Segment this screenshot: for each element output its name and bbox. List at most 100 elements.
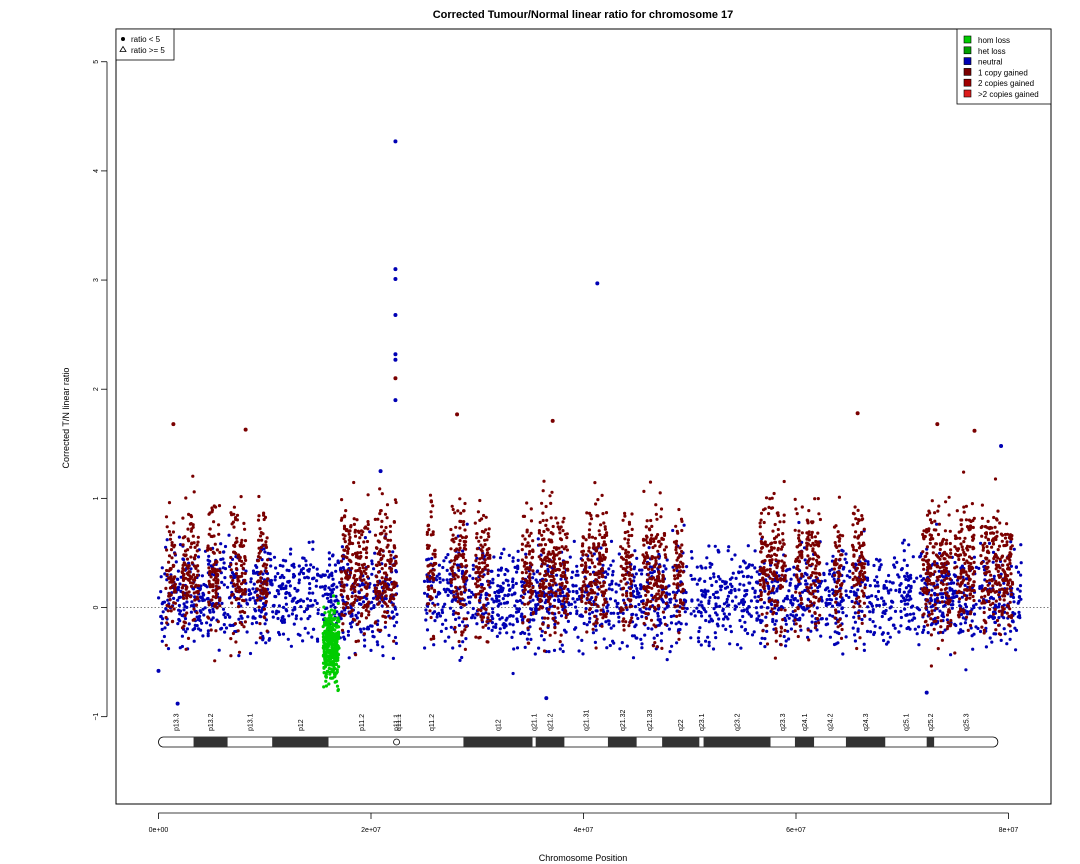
data-point (562, 547, 566, 551)
data-point (229, 555, 233, 560)
data-point (481, 615, 486, 619)
data-point (560, 545, 564, 549)
data-point (264, 566, 268, 570)
y-tick-label: 5 (93, 60, 100, 64)
data-point (704, 566, 708, 570)
data-point (553, 568, 558, 573)
data-point (167, 576, 171, 580)
data-point (177, 617, 181, 622)
data-point (342, 589, 346, 593)
data-point (646, 626, 650, 631)
data-point (856, 521, 860, 526)
data-point (711, 647, 716, 651)
data-point (828, 613, 832, 617)
data-point (217, 532, 221, 536)
data-point (812, 571, 817, 575)
data-point (735, 643, 740, 647)
data-point (460, 564, 464, 569)
data-point (561, 649, 565, 654)
data-point (611, 573, 615, 577)
data-point (547, 607, 551, 612)
data-point (185, 611, 189, 615)
data-point (730, 584, 734, 589)
data-point (375, 546, 379, 551)
data-point (587, 528, 592, 532)
data-point (839, 553, 843, 557)
data-point (195, 549, 199, 553)
data-point (346, 597, 350, 601)
data-point (862, 648, 867, 653)
data-point (552, 648, 557, 653)
data-point (718, 604, 722, 609)
data-point (438, 576, 442, 581)
data-point (776, 608, 781, 612)
data-point (745, 607, 749, 611)
data-point (798, 624, 802, 628)
data-point (770, 588, 775, 593)
data-point (763, 572, 768, 576)
data-point (269, 578, 273, 583)
data-point (644, 603, 649, 607)
data-point (728, 590, 732, 595)
data-point (631, 656, 636, 660)
data-point (201, 598, 205, 603)
data-point (448, 606, 453, 610)
data-point (258, 584, 263, 588)
data-point (502, 547, 506, 551)
data-point (159, 614, 163, 619)
data-point (456, 575, 460, 579)
data-point (818, 561, 822, 565)
data-point (760, 546, 764, 550)
data-point (581, 549, 586, 553)
data-point (188, 581, 193, 585)
data-point (364, 616, 368, 620)
data-point (516, 558, 520, 563)
data-point (553, 626, 557, 630)
data-point (295, 601, 299, 605)
data-point (159, 575, 163, 579)
data-point (277, 604, 281, 608)
data-point (365, 546, 369, 550)
data-point (240, 571, 244, 576)
data-point (791, 614, 795, 618)
data-point (776, 548, 780, 552)
data-point (491, 581, 495, 585)
data-point (327, 599, 331, 604)
data-point (815, 617, 820, 621)
data-point (381, 580, 385, 584)
data-point (832, 567, 837, 571)
data-point (543, 543, 548, 547)
data-point (677, 610, 682, 614)
data-point (978, 629, 983, 634)
data-point (428, 577, 432, 581)
data-point (834, 585, 839, 589)
data-point (229, 563, 233, 567)
data-point (806, 559, 810, 564)
data-point (384, 594, 388, 598)
data-point (357, 544, 362, 549)
data-point (289, 644, 293, 648)
data-point (657, 539, 661, 544)
data-point (885, 642, 889, 646)
data-point (352, 517, 356, 521)
data-point (362, 627, 366, 631)
data-point (858, 544, 863, 548)
data-point (607, 619, 611, 623)
data-point (347, 538, 351, 542)
data-point (501, 597, 505, 601)
data-point (937, 569, 941, 573)
data-point (264, 540, 268, 544)
data-point (536, 569, 540, 573)
data-point (161, 617, 165, 621)
data-point (809, 629, 813, 633)
data-point (774, 619, 778, 623)
data-point (963, 621, 968, 625)
data-point (491, 577, 495, 582)
data-point (380, 576, 384, 580)
data-point (343, 527, 347, 531)
data-point (251, 569, 256, 573)
data-point (959, 628, 963, 632)
data-point (778, 634, 782, 638)
data-point (249, 580, 253, 584)
data-point (863, 583, 868, 587)
